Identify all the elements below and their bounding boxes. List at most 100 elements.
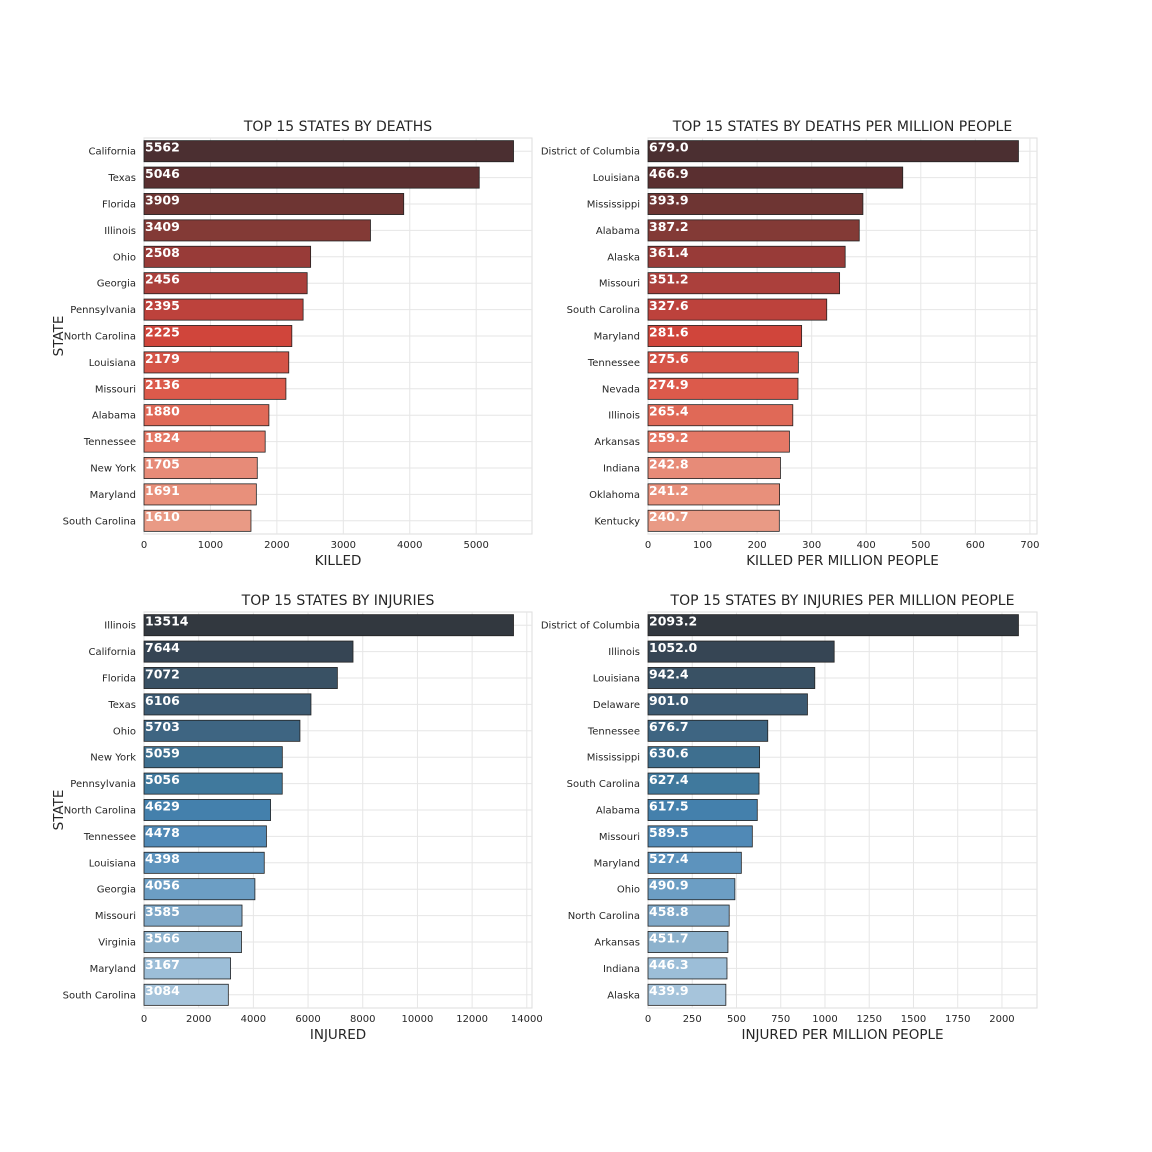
bar <box>647 509 780 532</box>
x-tick-label: 1250 <box>856 1014 881 1025</box>
category-label: Pennsylvania <box>70 779 136 790</box>
category-label: Ohio <box>617 885 640 896</box>
bar <box>647 430 790 453</box>
bar <box>647 825 753 848</box>
category-label: South Carolina <box>63 990 136 1001</box>
bar-value-label: 3566 <box>145 930 180 945</box>
bar-value-label: 13514 <box>145 614 189 629</box>
bar-value-label: 1691 <box>145 483 180 498</box>
bar <box>647 219 860 242</box>
bar-value-label: 490.9 <box>649 878 689 893</box>
bar-value-label: 387.2 <box>649 219 689 234</box>
bar <box>647 878 736 901</box>
x-tick-label: 0 <box>141 1014 147 1025</box>
bar <box>143 219 371 242</box>
category-label: Louisiana <box>89 858 136 869</box>
bar <box>647 325 803 347</box>
category-label: Alabama <box>92 411 136 422</box>
bar-value-label: 2456 <box>145 272 180 287</box>
bar-value-label: 351.2 <box>649 272 689 287</box>
bar-value-label: 3909 <box>145 192 180 207</box>
x-tick-label: 750 <box>771 1014 790 1025</box>
x-tick-label: 6000 <box>295 1014 320 1025</box>
x-tick-label: 200 <box>748 540 767 551</box>
category-label: Louisiana <box>593 674 640 685</box>
bar-value-label: 5562 <box>145 140 180 155</box>
category-label: Missouri <box>95 911 136 922</box>
bar <box>143 904 243 927</box>
category-label: Illinois <box>104 621 136 632</box>
x-tick-label: 3000 <box>331 540 356 551</box>
category-label: New York <box>90 464 136 475</box>
bar <box>143 509 252 532</box>
bar <box>143 640 354 663</box>
category-label: Illinois <box>608 411 640 422</box>
bar <box>143 166 480 189</box>
bar-value-label: 361.4 <box>649 245 689 260</box>
bar <box>647 166 904 189</box>
category-label: Indiana <box>603 464 640 475</box>
category-label: North Carolina <box>568 911 640 922</box>
bar <box>143 140 514 163</box>
x-axis-label: INJURED PER MILLION PEOPLE <box>741 1027 943 1043</box>
x-tick-label: 14000 <box>511 1014 543 1025</box>
bar <box>647 298 828 321</box>
x-tick-label: 400 <box>857 540 876 551</box>
bar-value-label: 942.4 <box>649 666 689 681</box>
bar <box>143 746 283 769</box>
bar-value-label: 446.3 <box>649 957 689 972</box>
bar <box>143 983 229 1006</box>
bar <box>143 193 405 215</box>
x-tick-label: 500 <box>727 1014 746 1025</box>
bar-value-label: 4398 <box>145 851 180 866</box>
bar-value-label: 2136 <box>145 377 180 392</box>
bar-value-label: 242.8 <box>649 456 689 471</box>
x-tick-label: 2000 <box>264 540 289 551</box>
bar <box>647 640 835 663</box>
bar <box>143 272 308 295</box>
bar-value-label: 7644 <box>145 640 180 655</box>
bar-value-label: 466.9 <box>649 166 689 181</box>
bar <box>647 457 781 479</box>
chart-panel-2: 679.0 District of Columbia 466.9 Louisiana 3… <box>541 119 1040 569</box>
x-tick-label: 4000 <box>397 540 422 551</box>
bar-value-label: 1052.0 <box>649 640 698 655</box>
bar-value-label: 7072 <box>145 666 180 681</box>
x-tick-label: 500 <box>911 540 930 551</box>
bar-value-label: 2179 <box>145 351 180 366</box>
bar <box>647 746 761 769</box>
bar <box>647 693 808 716</box>
category-label: North Carolina <box>64 806 136 817</box>
category-label: Alaska <box>607 990 640 1001</box>
bar <box>647 719 769 742</box>
bar <box>143 799 271 821</box>
category-label: Texas <box>107 700 136 711</box>
x-tick-label: 0 <box>645 540 651 551</box>
category-label: Virginia <box>98 938 136 949</box>
bar-value-label: 274.9 <box>649 377 689 392</box>
bar-value-label: 1824 <box>145 430 180 445</box>
category-label: Tennessee <box>587 726 640 737</box>
bar-value-label: 1705 <box>145 456 180 471</box>
bar <box>143 245 312 268</box>
bar <box>143 878 256 901</box>
bar <box>143 719 301 742</box>
x-tick-label: 0 <box>141 540 147 551</box>
category-label: Alaska <box>607 252 640 263</box>
bar-value-label: 240.7 <box>649 509 689 524</box>
bar-value-label: 6106 <box>145 693 180 708</box>
bar-value-label: 1610 <box>145 509 180 524</box>
bar-value-label: 527.4 <box>649 851 689 866</box>
bar-value-label: 439.9 <box>649 983 689 998</box>
bar-value-label: 5056 <box>145 772 180 787</box>
bar-value-label: 5046 <box>145 166 180 181</box>
x-tick-label: 1000 <box>812 1014 837 1025</box>
bar-value-label: 4478 <box>145 825 180 840</box>
category-label: Illinois <box>608 647 640 658</box>
category-label: Mississippi <box>587 753 640 764</box>
bar <box>647 667 816 689</box>
category-label: New York <box>90 753 136 764</box>
bar <box>143 825 267 848</box>
bar <box>647 614 1019 637</box>
bar-value-label: 676.7 <box>649 719 689 734</box>
